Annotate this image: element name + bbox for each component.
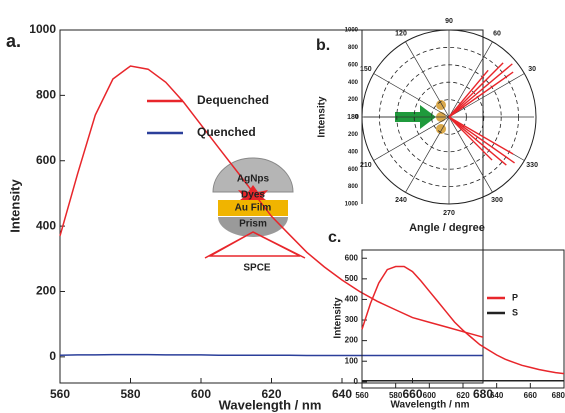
x-tick-label: 560 [355, 391, 369, 400]
prism [218, 217, 288, 237]
legend-label: Quenched [197, 125, 256, 139]
y-axis-label: Intensity [333, 297, 344, 339]
r-tick-label: 1000 [345, 202, 359, 208]
angle-grid-line [373, 73, 450, 118]
emission-ray [448, 69, 489, 118]
au-film [218, 200, 288, 216]
r-tick-label: 1000 [345, 28, 359, 34]
y-tick-label: 200 [345, 336, 359, 345]
y-tick-label: 500 [345, 274, 359, 283]
grid-circle [431, 99, 467, 135]
panel-label: b. [316, 37, 330, 54]
r-tick-label: 800 [348, 45, 359, 51]
angle-grid-line [405, 41, 450, 118]
emission-ray [448, 116, 493, 161]
series-line [59, 65, 484, 338]
y-tick-label: 400 [345, 295, 359, 304]
r-tick-label: 200 [348, 97, 359, 103]
x-tick-label: 580 [389, 391, 403, 400]
x-tick-label: 660 [524, 391, 538, 400]
y-tick-label: 600 [36, 153, 56, 167]
inset-label: SPCE [243, 263, 271, 274]
x-axis-label: Wavelength / nm [219, 397, 322, 412]
angle-grid-line [448, 116, 493, 193]
x-tick-label: 580 [120, 387, 140, 401]
panel-label: c. [328, 229, 341, 246]
legend-label: S [512, 307, 518, 317]
r-tick-label: 600 [348, 62, 359, 68]
emission-ray [448, 116, 514, 155]
y-axis-label: Intensity [7, 179, 22, 233]
emission-ray [448, 62, 504, 118]
angle-tick-label: 150 [360, 66, 372, 73]
emission-ray [448, 116, 515, 164]
x-axis-label: Wavelength / nm [390, 400, 469, 411]
angle-tick-label: 90 [445, 18, 453, 25]
x-tick-label: 680 [552, 391, 565, 400]
emission-ray [448, 63, 513, 118]
angle-grid-line [448, 73, 525, 118]
x-tick-label: 660 [402, 387, 422, 401]
angle-tick-label: 120 [395, 31, 407, 38]
inset-label: AgNps [237, 174, 270, 185]
x-tick-label: 640 [332, 387, 352, 401]
r-tick-label: 800 [348, 184, 359, 190]
r-tick-label: 400 [348, 149, 359, 155]
series-line [59, 353, 483, 357]
r-tick-label: 0 [355, 115, 359, 121]
y-tick-label: 200 [36, 284, 56, 298]
angle-grid-line [373, 116, 450, 161]
y-tick-label: 100 [345, 356, 359, 365]
emission-ray [448, 71, 514, 118]
angle-tick-label: 180 [347, 114, 359, 121]
r-tick-label: 600 [348, 167, 359, 173]
r-tick-label: 200 [348, 132, 359, 138]
series-line [361, 265, 565, 375]
inset-label: Dyes [241, 190, 265, 201]
y-tick-label: 0 [49, 349, 56, 363]
y-axis-label: Intensity [317, 96, 328, 138]
spce-cone [204, 231, 306, 259]
x-tick-label: 560 [50, 387, 70, 401]
inset-label: Au Film [235, 203, 272, 214]
angle-tick-label: 270 [443, 210, 455, 217]
x-tick-label: 620 [456, 391, 470, 400]
angle-tick-label: 240 [395, 197, 407, 204]
legend-label: Dequenched [197, 93, 269, 107]
angle-tick-label: 30 [528, 66, 536, 73]
y-tick-label: 400 [36, 218, 56, 232]
y-tick-label: 0 [354, 377, 359, 386]
x-tick-label: 680 [473, 387, 493, 401]
angle-grid-line [405, 116, 450, 193]
r-tick-label: 400 [348, 80, 359, 86]
dyes-star [236, 185, 270, 208]
panel-label: a. [6, 31, 21, 51]
x-tick-label: 600 [191, 387, 211, 401]
y-tick-label: 1000 [29, 22, 56, 36]
plot-frame [361, 249, 565, 389]
inset-label: Prism [239, 219, 267, 230]
angle-tick-label: 210 [360, 162, 372, 169]
x-axis-label: Angle / degree [409, 222, 485, 234]
angle-tick-label: 330 [526, 162, 538, 169]
x-tick-label: 640 [490, 391, 504, 400]
x-tick-label: 620 [261, 387, 281, 401]
y-tick-label: 800 [36, 88, 56, 102]
emission-ray [448, 116, 507, 166]
angle-tick-label: 60 [493, 31, 501, 38]
x-tick-label: 600 [423, 391, 437, 400]
y-tick-label: 600 [345, 253, 359, 262]
y-tick-label: 300 [345, 315, 359, 324]
angle-tick-label: 300 [491, 197, 503, 204]
legend-label: P [512, 292, 518, 302]
angle-grid-line [448, 41, 493, 118]
